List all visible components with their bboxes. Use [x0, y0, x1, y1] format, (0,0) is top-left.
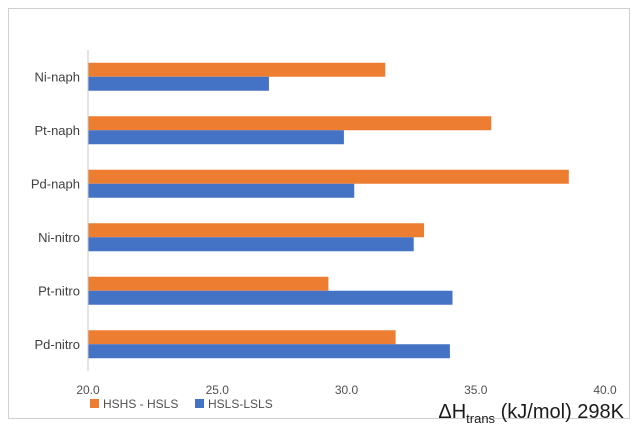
x-tick-label: 30.0 — [335, 383, 359, 397]
bar-hshs-hsls — [88, 169, 569, 184]
x-axis-title-units: (kJ/mol) 298K — [495, 401, 625, 423]
category-label: Pt-nitro — [38, 283, 80, 298]
bar-hsls-lsls — [88, 237, 414, 252]
x-axis-title: ΔHtrans (kJ/mol) 298K — [438, 401, 624, 426]
category-label: Ni-naph — [34, 69, 80, 84]
bar-hsls-lsls — [88, 76, 269, 91]
legend-label: HSLS-LSLS — [208, 397, 273, 411]
x-axis-title-main: ΔH — [438, 401, 466, 423]
bar-hshs-hsls — [88, 276, 329, 291]
bar-hsls-lsls — [88, 183, 355, 198]
bar-hshs-hsls — [88, 62, 386, 77]
bar-hsls-lsls — [88, 130, 344, 145]
x-tick-label: 20.0 — [76, 383, 100, 397]
bar-hsls-lsls — [88, 344, 450, 359]
bar-hshs-hsls — [88, 116, 492, 131]
x-tick-label: 35.0 — [464, 383, 488, 397]
bar-hshs-hsls — [88, 330, 396, 345]
category-label: Pd-nitro — [34, 337, 80, 352]
category-label: Pd-naph — [31, 176, 80, 191]
category-label: Pt-naph — [34, 123, 80, 138]
x-tick-label: 40.0 — [593, 383, 617, 397]
bar-hshs-hsls — [88, 223, 425, 238]
x-axis-title-subscript: trans — [466, 411, 495, 426]
x-tick-label: 25.0 — [206, 383, 230, 397]
bar-hsls-lsls — [88, 290, 453, 305]
legend-label: HSHS - HSLS — [103, 397, 178, 411]
legend-swatch — [195, 399, 204, 408]
legend-swatch — [90, 399, 99, 408]
category-label: Ni-nitro — [38, 230, 80, 245]
